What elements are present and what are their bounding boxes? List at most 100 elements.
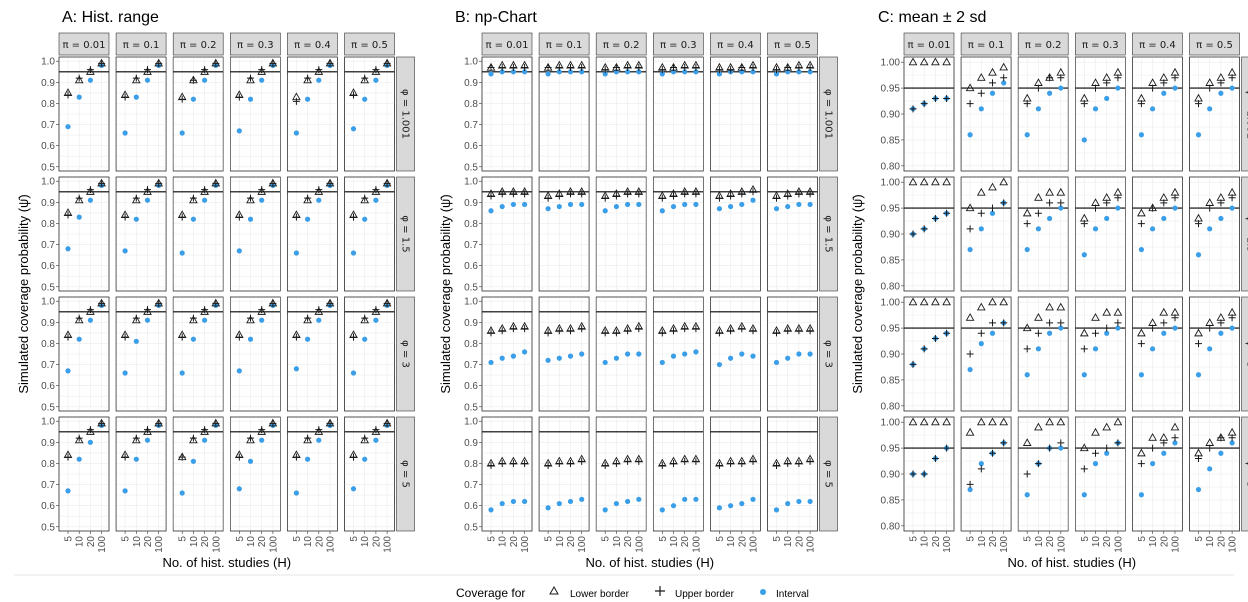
y-tick-label: 0.80 — [881, 521, 901, 532]
interval-point — [247, 458, 254, 464]
lower-border-point — [1205, 438, 1215, 446]
facet-panel — [172, 56, 224, 172]
interval-point — [65, 246, 71, 252]
interval-point — [625, 498, 631, 505]
upper-border-point — [578, 457, 586, 465]
lower-border-point — [486, 189, 496, 197]
lower-border-point — [200, 427, 209, 435]
upper-border-point — [1137, 220, 1145, 228]
interval-point — [693, 349, 699, 355]
panel-border — [115, 56, 167, 172]
y-tick-label: 0.7 — [41, 480, 55, 491]
lower-border-point — [1034, 78, 1043, 86]
interval-point — [362, 456, 368, 462]
upper-border-point — [521, 459, 529, 467]
upper-border-point — [509, 190, 517, 198]
interval-point — [122, 130, 128, 136]
lower-border-point — [1091, 198, 1100, 206]
facet-panel — [115, 176, 167, 292]
interval-point — [556, 355, 562, 361]
lower-border-point — [931, 57, 940, 66]
lower-border-point — [1113, 67, 1123, 76]
interval-point — [144, 317, 151, 323]
lower-border-point — [303, 195, 312, 204]
lower-border-point — [1216, 73, 1226, 81]
lower-border-point — [520, 187, 529, 195]
interval-point — [1092, 346, 1099, 352]
upper-border-point — [235, 93, 243, 101]
interval-point — [567, 201, 574, 208]
interval-point — [1104, 95, 1110, 102]
interval-point — [978, 341, 984, 347]
legend-item-upper-border: Upper border — [655, 586, 735, 600]
interval-point — [373, 317, 379, 323]
facet-panel — [960, 56, 1012, 172]
legend-label-lower-border: Lower border — [570, 589, 630, 600]
interval-point — [967, 246, 973, 253]
column-strip — [230, 32, 281, 56]
interval-point — [978, 461, 984, 467]
upper-border-point — [292, 213, 300, 221]
lower-border-point — [680, 187, 690, 195]
upper-border-point — [681, 325, 689, 333]
lower-border-point — [360, 75, 370, 84]
upper-border-point — [635, 457, 643, 465]
column-strip — [1075, 32, 1126, 56]
panel-border — [960, 56, 1012, 172]
lower-border-point — [999, 297, 1009, 306]
facet-panel — [58, 56, 110, 172]
upper-border-point — [1149, 444, 1157, 452]
lower-border-point — [1205, 318, 1215, 326]
interval-point — [1172, 85, 1178, 91]
interval-point — [488, 507, 494, 513]
upper-border-point — [612, 329, 620, 337]
lower-border-point — [382, 298, 392, 307]
interval-point — [1092, 226, 1099, 232]
column-strip-label: π = 0.2 — [603, 40, 640, 51]
upper-border-point — [555, 327, 563, 335]
lower-border-point — [999, 62, 1009, 71]
lower-border-point — [715, 458, 724, 467]
upper-border-point — [1137, 460, 1145, 468]
y-axis-title: Simulated coverage probability (ψ̂) — [438, 194, 453, 393]
lower-border-point — [737, 321, 747, 330]
y-tick-label: 0.6 — [41, 141, 55, 152]
upper-border-point — [235, 333, 243, 341]
interval-point — [202, 197, 208, 203]
lower-border-point — [86, 67, 95, 75]
interval-point — [1161, 450, 1167, 456]
lower-border-point — [1091, 427, 1100, 436]
lower-border-point — [349, 450, 358, 459]
chart-title: A: Hist. range — [62, 9, 159, 26]
interval-point — [499, 355, 505, 361]
interval-point — [579, 201, 585, 208]
upper-border-point — [681, 457, 689, 465]
interval-point — [807, 498, 813, 505]
lower-border-point — [657, 458, 667, 467]
column-strip-label: π = 0.01 — [485, 40, 528, 51]
lower-border-point — [520, 321, 529, 330]
x-tick-label: 20 — [566, 536, 577, 548]
lower-border-point — [234, 450, 244, 459]
lower-border-point — [543, 191, 553, 200]
x-tick-label: 20 — [86, 536, 97, 548]
lower-border-point — [612, 326, 621, 334]
y-tick-label: 0.8 — [41, 219, 55, 230]
facet-panel — [903, 56, 955, 172]
upper-border-point — [715, 194, 723, 202]
interval-point — [179, 490, 185, 496]
lower-border-point — [1079, 328, 1089, 337]
chart-a: A: Hist. range π = 0.01 π = 0.1 π = 0.2 π = … — [16, 9, 415, 570]
interval-point — [978, 226, 984, 232]
interval-point — [179, 370, 185, 376]
column-strip — [481, 32, 533, 56]
lower-border-point — [74, 315, 84, 324]
interval-point — [659, 71, 665, 77]
lower-border-point — [360, 435, 370, 444]
upper-border-point — [487, 462, 495, 470]
lower-border-point — [211, 418, 221, 427]
interval-point — [1207, 106, 1213, 112]
upper-border-point — [1080, 345, 1088, 353]
row-strip — [1241, 296, 1248, 412]
interval-point — [728, 503, 734, 509]
